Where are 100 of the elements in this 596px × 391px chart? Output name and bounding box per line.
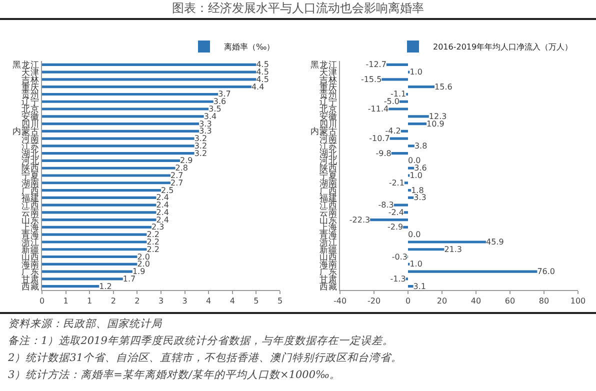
data-label: 1.9 — [132, 267, 146, 276]
data-label: 76.0 — [537, 267, 556, 276]
data-label: 2.4 — [156, 208, 169, 217]
data-label: 3.7 — [218, 90, 231, 99]
bar — [42, 270, 132, 273]
data-label: 1.2 — [99, 282, 112, 291]
data-label: 3.3 — [199, 119, 212, 128]
legend-label: 离婚率（‰） — [224, 42, 275, 52]
data-label: 1.0 — [410, 68, 422, 77]
data-label: -5.0 — [384, 97, 400, 106]
data-label: 2.2 — [146, 244, 160, 254]
data-label: 15.6 — [434, 82, 452, 92]
data-label: -0.3 — [392, 252, 408, 262]
bar — [42, 86, 252, 88]
bar — [408, 166, 414, 170]
bar — [408, 240, 486, 244]
x-tick-label: 40 — [470, 296, 482, 306]
bar — [42, 204, 156, 206]
data-label: 3.2 — [194, 148, 208, 158]
data-label: 2.7 — [170, 171, 184, 180]
y-tick-label: 安徽 — [319, 111, 338, 122]
data-label: -2.4 — [388, 208, 404, 217]
bar — [42, 78, 256, 81]
data-label: 2.5 — [161, 186, 174, 195]
data-label: 3.8 — [414, 141, 428, 150]
bar — [404, 211, 408, 214]
data-label: -22.3 — [349, 215, 370, 224]
data-label: -12.7 — [366, 60, 386, 70]
bar — [42, 166, 176, 170]
data-label: 45.9 — [486, 237, 504, 246]
data-label: 2.0 — [137, 260, 150, 269]
bar — [42, 100, 214, 103]
bar — [390, 137, 408, 140]
data-label: 3.2 — [194, 141, 208, 150]
x-tick-label: 4 — [230, 296, 235, 306]
data-label: 3.1 — [413, 282, 426, 291]
bar — [42, 122, 200, 126]
bar — [42, 233, 147, 236]
bar — [42, 174, 171, 177]
data-label: 3.3 — [414, 193, 426, 202]
bar — [42, 196, 156, 199]
data-label: 4.5 — [256, 74, 269, 84]
bar — [42, 262, 138, 266]
data-label: -10.7 — [369, 134, 390, 144]
bar — [42, 92, 218, 96]
bar — [42, 137, 194, 140]
bar — [370, 218, 408, 222]
data-label: -1.3 — [390, 274, 406, 284]
data-label: 2.0 — [137, 252, 150, 262]
text: 3）统计方法：离婚率=某年离婚对数/某年的平均人口数×1000‰。 — [8, 368, 342, 383]
x-tick-label: 5 — [254, 296, 259, 306]
data-label: -2.9 — [387, 222, 404, 232]
x-tick-label: 0 — [405, 296, 411, 306]
chart-title: 图表：经济发展水平与人口流动也会影响离婚率 — [0, 0, 596, 20]
data-label: -2.1 — [388, 178, 404, 188]
bar — [42, 188, 161, 192]
x-tick-label: 80 — [538, 296, 550, 306]
data-label: 2.4 — [156, 215, 169, 224]
y-tick-label: 安徽 — [21, 111, 40, 122]
bar — [408, 122, 427, 126]
x-tick-label: 2 — [110, 296, 116, 306]
data-label: 1.7 — [122, 274, 136, 284]
data-label: 21.3 — [444, 244, 462, 254]
data-label: -1.1 — [390, 90, 406, 99]
bar — [42, 152, 194, 155]
text: 资料来源：民政部、国家统计局 — [8, 317, 163, 332]
data-label: 2.8 — [175, 164, 188, 173]
data-label: 1.8 — [411, 186, 424, 195]
data-label: 3.6 — [213, 97, 226, 106]
bar — [394, 204, 408, 206]
bar — [400, 100, 408, 103]
x-tick-label: -20 — [367, 296, 381, 306]
data-label: 0.0 — [408, 230, 421, 240]
bar — [42, 130, 200, 132]
bar — [382, 78, 408, 81]
data-label: -11.4 — [368, 104, 389, 114]
data-label: -4.2 — [385, 126, 401, 136]
data-label: 1.0 — [410, 260, 422, 269]
data-label: 4.4 — [251, 82, 264, 92]
bar — [42, 240, 147, 244]
data-label: -15.5 — [360, 74, 382, 84]
bar — [42, 144, 194, 148]
bar — [42, 248, 147, 251]
bar — [42, 226, 152, 228]
bar — [408, 86, 435, 88]
bar — [403, 226, 408, 228]
bar — [408, 144, 414, 148]
data-label: 2.4 — [156, 193, 169, 202]
bar — [408, 285, 414, 288]
data-label: 2.4 — [156, 200, 169, 210]
bar — [42, 159, 180, 162]
bar — [408, 248, 444, 251]
x-tick-label: 100 — [570, 296, 586, 306]
data-label: -9.8 — [376, 148, 392, 158]
data-label: 3.5 — [208, 104, 222, 114]
data-label: 2.7 — [170, 178, 184, 188]
x-tick-label: 2 — [134, 296, 140, 306]
bar — [42, 115, 204, 118]
data-label: 4.5 — [256, 60, 269, 70]
x-tick-label: 3 — [182, 296, 188, 306]
